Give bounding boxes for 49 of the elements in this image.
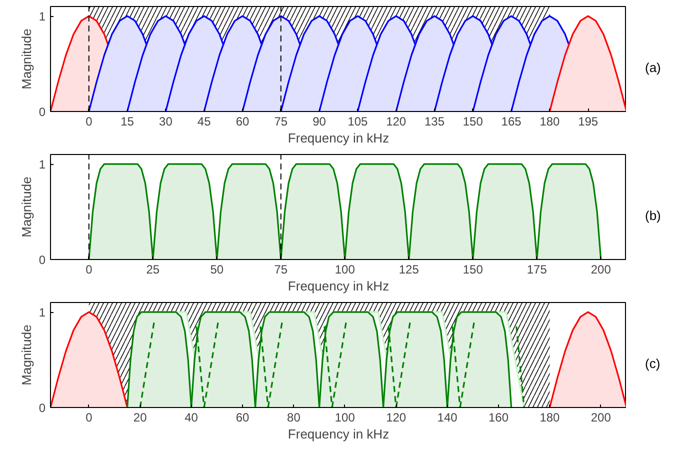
x-tick-label: 180	[540, 114, 560, 128]
x-tick-label: 25	[146, 262, 160, 276]
x-tick-label: 135	[424, 114, 445, 128]
x-tick-label: 200	[590, 262, 612, 276]
x-tick-label: 100	[334, 262, 356, 276]
text: (c)	[645, 355, 660, 373]
x-tick-label: 80	[287, 410, 301, 424]
x-tick-label: 105	[348, 114, 368, 128]
y-tick-label: 1	[38, 306, 46, 320]
x-tick-label: 175	[526, 262, 548, 276]
x-tick-label: 40	[184, 410, 198, 424]
x-tick-label: 50	[210, 262, 224, 276]
x-tick-label: 90	[312, 114, 326, 128]
x-tick-label: 195	[578, 114, 598, 128]
y-axis-title: Magnitude	[18, 176, 34, 238]
x-tick-label: 150	[462, 114, 484, 128]
x-axis-title: Frequency in kHz	[288, 130, 390, 146]
x-tick-label: 120	[386, 114, 406, 128]
x-axis-title: Frequency in kHz	[288, 278, 390, 294]
x-tick-label: 60	[236, 114, 250, 128]
x-tick-label: 75	[274, 262, 288, 276]
x-tick-label: 45	[197, 114, 212, 128]
x-tick-label: 100	[334, 410, 356, 424]
y-tick-label: 0	[38, 401, 46, 415]
x-tick-label: 0	[86, 410, 93, 424]
x-tick-label: 180	[540, 410, 560, 424]
y-tick-label: 0	[38, 105, 46, 119]
x-tick-label: 200	[590, 410, 612, 424]
x-tick-label: 0	[86, 114, 93, 128]
x-tick-label: 140	[437, 410, 458, 424]
y-tick-label: 0	[38, 253, 46, 267]
x-tick-label: 125	[398, 262, 420, 276]
text: (b)	[645, 207, 661, 225]
x-tick-label: 0	[86, 262, 93, 276]
text: (a)	[645, 59, 661, 77]
x-tick-label: 150	[462, 262, 484, 276]
x-tick-label: 60	[236, 410, 250, 424]
x-tick-label: 120	[386, 410, 406, 424]
x-tick-label: 75	[274, 114, 288, 128]
x-tick-label: 15	[120, 114, 134, 128]
y-tick-label: 1	[38, 10, 46, 24]
y-axis-title: Magnitude	[18, 28, 34, 90]
x-tick-label: 160	[488, 410, 509, 424]
x-tick-label: 165	[501, 114, 522, 128]
y-tick-label: 1	[38, 158, 46, 172]
x-tick-label: 20	[133, 410, 148, 424]
y-axis-title: Magnitude	[18, 324, 34, 386]
x-tick-label: 30	[159, 114, 173, 128]
x-axis-title: Frequency in kHz	[288, 426, 390, 442]
